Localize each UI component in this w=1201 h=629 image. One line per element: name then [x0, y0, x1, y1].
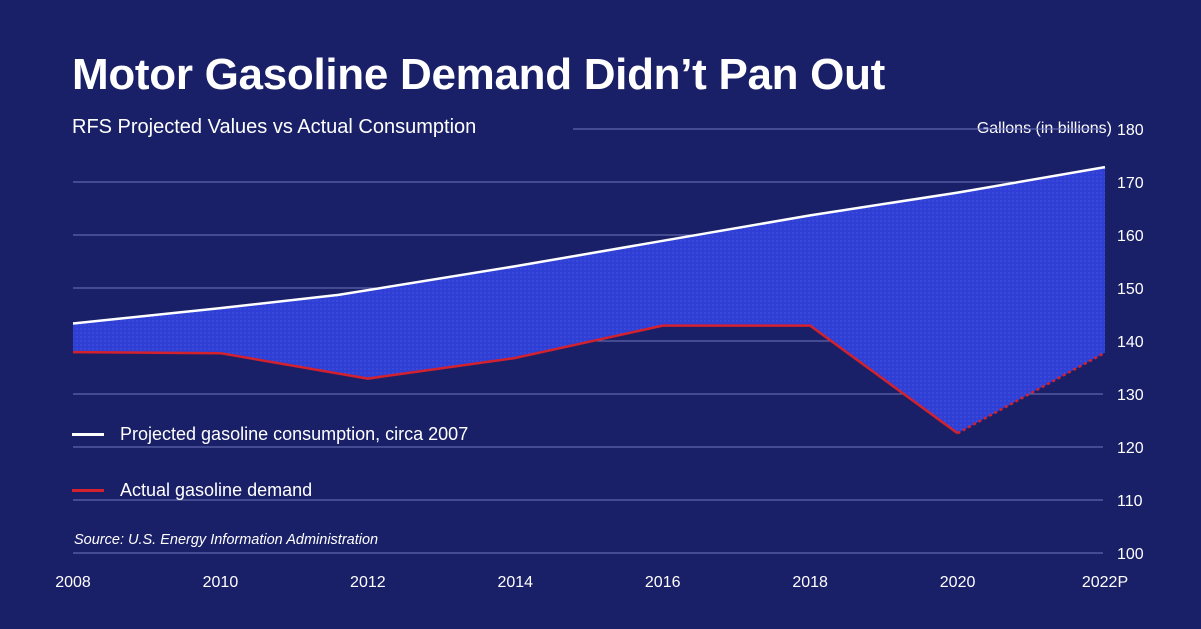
x-tick-2022P: 2022P: [1082, 574, 1128, 591]
legend-item-projected: Projected gasoline consumption, circa 20…: [72, 422, 468, 446]
y-tick-140: 140: [1117, 334, 1144, 351]
source-note: Source: U.S. Energy Information Administ…: [74, 532, 379, 548]
x-tick-2014: 2014: [497, 574, 533, 591]
y-tick-150: 150: [1117, 281, 1144, 298]
line-actual: [72, 324, 959, 435]
line-projected: [72, 165, 1106, 325]
x-tick-2020: 2020: [940, 574, 976, 591]
legend-label-projected: Projected gasoline consumption, circa 20…: [120, 423, 469, 444]
y-tick-100: 100: [1117, 546, 1144, 563]
y-tick-130: 130: [1117, 387, 1144, 404]
series-lines: [72, 165, 1106, 435]
chart-title: Motor Gasoline Demand Didn’t Pan Out: [72, 50, 886, 99]
legend-swatch-projected: [72, 432, 104, 436]
y-axis-ticks: 100 110 120 130 140 150 160 170 180: [1117, 122, 1144, 563]
y-tick-170: 170: [1117, 175, 1144, 192]
x-tick-2010: 2010: [203, 574, 239, 591]
y-tick-120: 120: [1117, 440, 1144, 457]
y-tick-160: 160: [1117, 228, 1144, 245]
x-tick-2018: 2018: [792, 574, 828, 591]
x-tick-2012: 2012: [350, 574, 386, 591]
gap-dots: [73, 167, 1105, 434]
legend-item-actual: Actual gasoline demand: [72, 478, 312, 502]
x-tick-2008: 2008: [55, 574, 91, 591]
y-tick-180: 180: [1117, 122, 1144, 139]
legend-label-actual: Actual gasoline demand: [120, 479, 313, 500]
x-tick-2016: 2016: [645, 574, 681, 591]
x-axis-ticks: 2008 2010 2012 2014 2016 2018 2020 2022P: [55, 574, 1128, 591]
y-tick-110: 110: [1117, 493, 1143, 510]
chart-subtitle: RFS Projected Values vs Actual Consumpti…: [72, 116, 477, 138]
line-actual-projected: [956, 351, 1106, 435]
legend-swatch-actual: [72, 488, 104, 492]
gap-area: [73, 167, 1105, 434]
